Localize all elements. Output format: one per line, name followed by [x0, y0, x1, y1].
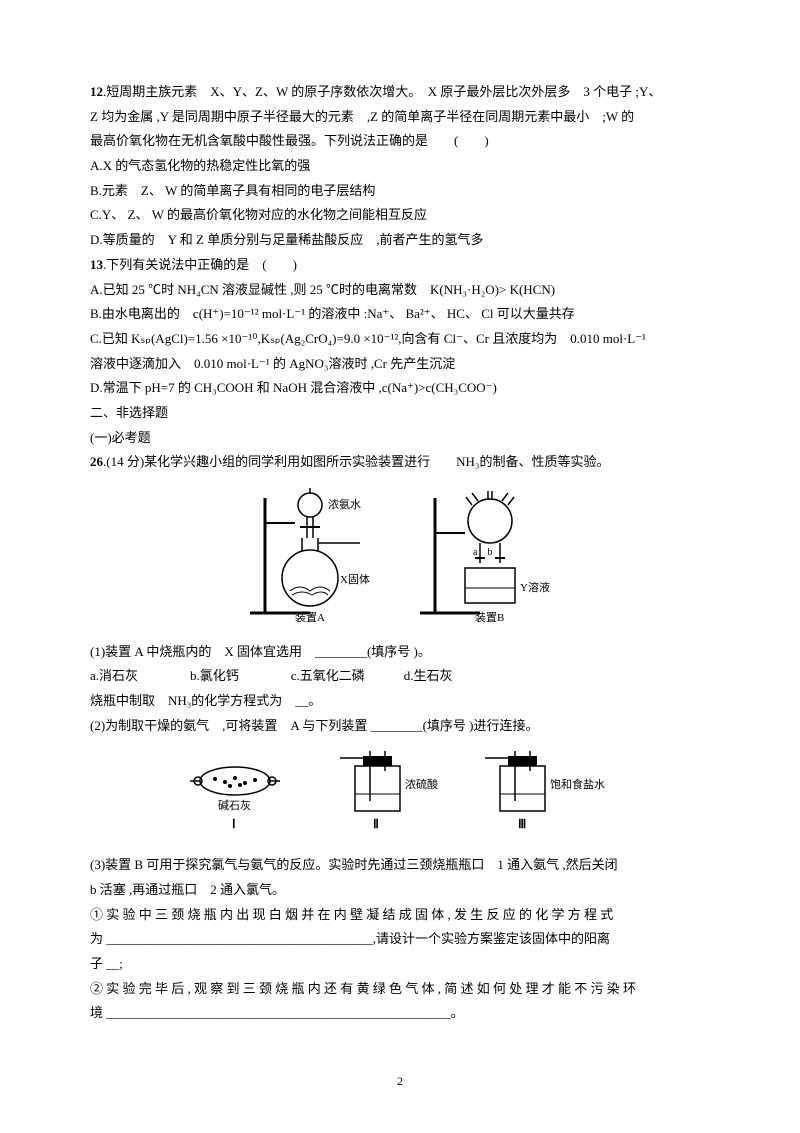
- label-roman-3: Ⅲ: [518, 817, 526, 831]
- q13-opt-c2: 溶液中逐滴加入 0.010 mol·L⁻¹ 的 AgNO₃溶液时 ,Cr 先产生…: [90, 352, 710, 377]
- q13-num: 13: [90, 257, 103, 272]
- q12-stem1: .短周期主族元素 X、Y、Z、W 的原子序数依次增大。 X 原子最外层比次外层多…: [103, 84, 661, 99]
- q26-num: 26: [90, 454, 103, 469]
- q26-p3b: b 活塞 ,再通过瓶口 2 通入氯气。: [90, 878, 710, 903]
- label-salt: 饱和食盐水: [550, 777, 605, 791]
- q26-burn: 烧瓶中制取 NH₃的化学方程式为 __。: [90, 689, 710, 714]
- q26-p1: (1)装置 A 中烧瓶内的 X 固体宜选用 ________(填序号 )。: [90, 640, 710, 665]
- q12-opt-c: C.Y、 Z、 W 的最高价氧化物对应的水化物之间能相互反应: [90, 203, 710, 228]
- label-device-b: 装置B: [475, 611, 504, 623]
- q13-opt-a: A.已知 25 ℃时 NH₄CN 溶液显碱性 ,则 25 ℃时的电离常数 K(N…: [90, 278, 710, 303]
- q12-stem3: 最高价氧化物在无机含氧酸中酸性最强。下列说法正确的是 ( ): [90, 129, 710, 154]
- label-roman-2: Ⅱ: [373, 817, 379, 831]
- label-x-solid: X固体: [340, 572, 370, 586]
- label-device-a: 装置A: [295, 611, 325, 623]
- label-y-solution: Y溶液: [520, 580, 550, 594]
- label-acid: 浓硫酸: [405, 777, 438, 791]
- label-roman-1: Ⅰ: [232, 817, 236, 831]
- q26-p3a: (3)装置 B 可用于探究氯气与氨气的反应。实验时先通过三颈烧瓶瓶口 1 通入氨…: [90, 853, 710, 878]
- q26-p3e: 子 __;: [90, 952, 710, 977]
- page-number: 2: [397, 1070, 403, 1093]
- q26-opts: a.消石灰 b.氯化钙 c.五氧化二磷 d.生石灰: [90, 664, 710, 689]
- document-content: 12.短周期主族元素 X、Y、Z、W 的原子序数依次增大。 X 原子最外层比次外…: [90, 80, 710, 1026]
- q13-opt-c1: C.已知 Kₛₚ(AgCl)=1.56 ×10⁻¹⁰,Kₛₚ(Ag₂CrO₄)=…: [90, 327, 710, 352]
- section-title1: 二、非选择题: [90, 401, 710, 426]
- q12-opt-a: A.X 的气态氢化物的热稳定性比氧的强: [90, 154, 710, 179]
- apparatus-figure-1: 浓氨水 X固体 装置A a b: [90, 483, 710, 632]
- q26-line1: 26.(14 分)某化学兴趣小组的同学利用如图所示实验装置进行 NH₃的制备、性…: [90, 450, 710, 475]
- q13-opt-d: D.常温下 pH=7 的 CH₃COOH 和 NaOH 混合溶液中 ,c(Na⁺…: [90, 376, 710, 401]
- q26-p2: (2)为制取干燥的氨气 ,可将装置 A 与下列装置 ________(填序号 )…: [90, 714, 710, 739]
- q12-opt-b: B.元素 Z、 W 的简单离子具有相同的电子层结构: [90, 179, 710, 204]
- q12-opt-d: D.等质量的 Y 和 Z 单质分别与足量稀盐酸反应 ,前者产生的氢气多: [90, 228, 710, 253]
- q12-stem2: Z 均为金属 ,Y 是同周期中原子半径最大的元素 ,Z 的简单离子半径在同周期元…: [90, 105, 710, 130]
- q13-line1: 13.下列有关说法中正确的是 ( ): [90, 253, 710, 278]
- section-title2: (一)必考题: [90, 426, 710, 451]
- q12-num: 12: [90, 84, 103, 99]
- apparatus-figure-2: 碱石灰 Ⅰ 浓硫酸 Ⅱ 饱和食盐水 Ⅲ: [90, 746, 710, 845]
- q12-line1: 12.短周期主族元素 X、Y、Z、W 的原子序数依次增大。 X 原子最外层比次外…: [90, 80, 710, 105]
- q26-p3d: 为 ______________________________________…: [90, 927, 710, 952]
- q13-stem: .下列有关说法中正确的是 ( ): [103, 257, 297, 272]
- q26-p3g: 境 ______________________________________…: [90, 1001, 710, 1026]
- label-ab: a b: [473, 547, 492, 558]
- label-ammonia-water: 浓氨水: [328, 498, 361, 511]
- q26-p3c: ① 实 验 中 三 颈 烧 瓶 内 出 现 白 烟 并 在 内 壁 凝 结 成 …: [90, 903, 710, 928]
- label-lime: 碱石灰: [218, 798, 251, 812]
- q13-opt-b: B.由水电离出的 c(H⁺)=10⁻¹² mol·L⁻¹ 的溶液中 :Na⁺、 …: [90, 302, 710, 327]
- q26-stem: .(14 分)某化学兴趣小组的同学利用如图所示实验装置进行 NH₃的制备、性质等…: [103, 454, 609, 469]
- q26-p3f: ② 实 验 完 毕 后 , 观 察 到 三 颈 烧 瓶 内 还 有 黄 绿 色 …: [90, 977, 710, 1002]
